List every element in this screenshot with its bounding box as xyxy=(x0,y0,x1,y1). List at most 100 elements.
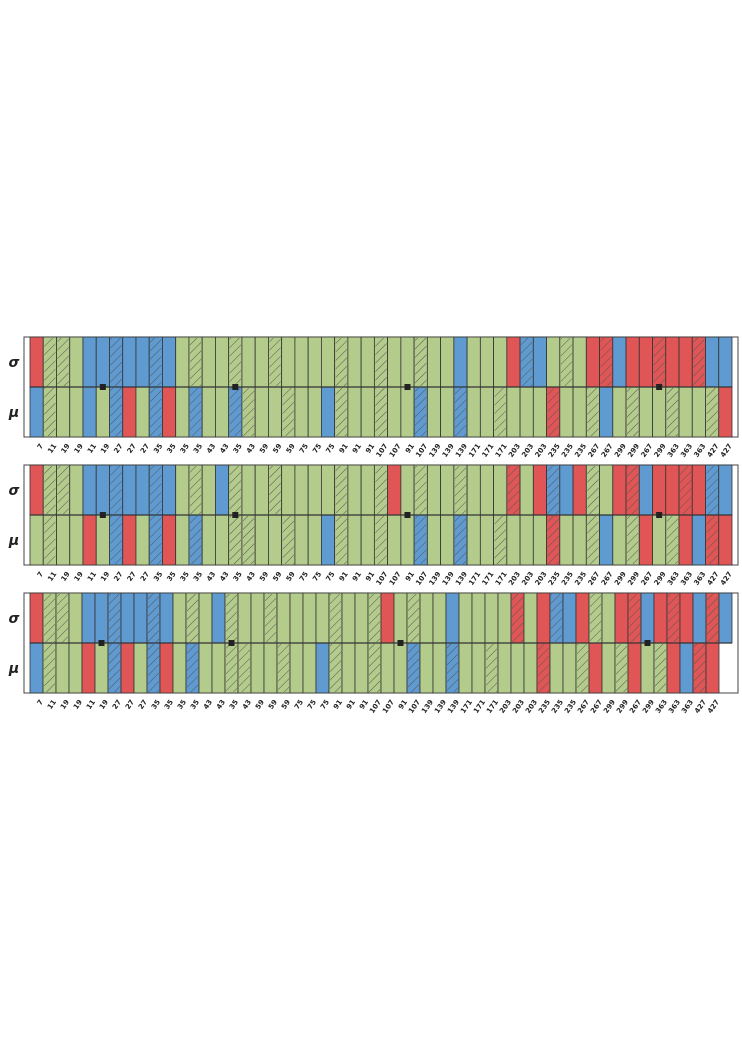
heatmap-cell-sigma-34 xyxy=(479,464,494,516)
heatmap-cell-mu-11 xyxy=(175,514,190,566)
hatch-overlay xyxy=(269,466,281,514)
x-tick-label-50: 363 xyxy=(693,570,708,587)
x-tick-label-2: 19 xyxy=(60,570,72,583)
heatmap-cell-sigma-48 xyxy=(653,592,668,644)
x-tick-label-11: 35 xyxy=(179,570,191,583)
x-tick-label-51: 427 xyxy=(706,570,721,587)
x-tick-label-41: 235 xyxy=(573,442,588,459)
heatmap-cell-mu-36 xyxy=(506,386,521,438)
heatmap-cell-mu-24 xyxy=(347,386,362,438)
hatch-overlay xyxy=(494,516,506,564)
hatch-overlay xyxy=(668,594,679,642)
hatch-overlay xyxy=(226,644,237,692)
heatmap-cell-mu-30 xyxy=(426,514,442,566)
marker-square xyxy=(656,384,663,390)
heatmap-cell-sigma-50 xyxy=(679,592,694,644)
heatmap-cell-sigma-30 xyxy=(426,336,442,388)
heatmap-cell-sigma-10 xyxy=(162,336,177,388)
heatmap-cell-sigma-8 xyxy=(135,336,150,388)
heatmap-cell-sigma-46 xyxy=(638,336,653,388)
heatmap-cell-sigma-3 xyxy=(69,464,84,516)
x-tick-label-27: 107 xyxy=(381,698,396,715)
heatmap-cell-sigma-0 xyxy=(29,336,44,388)
heatmap-cell-sigma-46 xyxy=(638,464,653,516)
heatmap-cell-mu-49 xyxy=(678,386,693,438)
heatmap-cell-mu-31 xyxy=(440,386,455,438)
x-tick-label-48: 363 xyxy=(666,570,681,587)
y-tick-label-1: μ xyxy=(8,661,19,677)
heatmap-cell-sigma-19 xyxy=(281,336,296,388)
x-tick-label-29: 107 xyxy=(414,442,429,459)
heatmap-cell-mu-41 xyxy=(572,386,587,438)
x-tick-label-17: 59 xyxy=(254,698,266,711)
x-tick-label-7: 27 xyxy=(126,442,138,455)
heatmap-cell-sigma-30 xyxy=(426,464,442,516)
heatmap-cell-sigma-52 xyxy=(718,336,733,388)
x-tick-label-51: 427 xyxy=(706,442,721,459)
x-tick-label-35: 171 xyxy=(485,698,500,715)
x-tick-label-21: 75 xyxy=(306,698,318,711)
hatch-overlay xyxy=(666,388,679,436)
heatmap-cell-mu-40 xyxy=(559,514,574,566)
x-tick-label-32: 139 xyxy=(454,570,469,587)
x-tick-label-4: 11 xyxy=(86,570,98,583)
x-tick-label-22: 75 xyxy=(324,442,336,455)
x-tick-label-30: 139 xyxy=(420,698,435,715)
heatmap-cell-sigma-44 xyxy=(601,592,616,644)
hatch-overlay xyxy=(706,388,718,436)
x-tick-label-20: 75 xyxy=(293,698,305,711)
heatmap-cell-mu-0 xyxy=(29,514,44,566)
hatch-overlay xyxy=(110,338,122,386)
heatmap-cell-sigma-27 xyxy=(387,336,402,388)
hatch-overlay xyxy=(560,338,573,386)
x-tick-label-43: 267 xyxy=(600,570,615,587)
heatmap-cell-sigma-52 xyxy=(718,464,733,516)
x-tick-label-30: 139 xyxy=(428,442,443,459)
heatmap-cell-mu-50 xyxy=(691,386,706,438)
x-tick-label-47: 299 xyxy=(653,570,668,587)
hatch-overlay xyxy=(187,644,198,692)
heatmap-cell-sigma-4 xyxy=(82,464,97,516)
x-tick-label-4: 11 xyxy=(86,442,98,455)
hatch-overlay xyxy=(282,388,294,436)
y-tick-label-0: σ xyxy=(9,483,20,499)
hatch-overlay xyxy=(242,388,255,436)
x-tick-label-33: 171 xyxy=(459,698,474,715)
x-tick-label-38: 203 xyxy=(524,698,539,715)
heatmap-cell-mu-3 xyxy=(69,514,84,566)
x-tick-label-34: 171 xyxy=(472,698,487,715)
heatmap-cell-mu-17 xyxy=(250,642,265,694)
hatch-overlay xyxy=(629,594,640,642)
hatch-overlay xyxy=(521,338,533,386)
x-tick-label-43: 267 xyxy=(600,442,615,459)
x-tick-label-31: 139 xyxy=(433,698,448,715)
heatmap-cell-mu-25 xyxy=(360,386,375,438)
x-tick-label-5: 19 xyxy=(99,442,111,455)
x-tick-label-15: 35 xyxy=(232,442,244,455)
hatch-overlay xyxy=(369,644,380,692)
hatch-overlay xyxy=(590,594,601,642)
heatmap-cell-sigma-28 xyxy=(400,336,415,388)
heatmap-cell-mu-36 xyxy=(497,642,512,694)
heatmap-cell-sigma-27 xyxy=(380,592,395,644)
x-tick-label-49: 363 xyxy=(667,698,682,715)
marker-square xyxy=(656,512,663,518)
heatmap-cell-sigma-4 xyxy=(81,592,96,644)
hatch-overlay xyxy=(335,338,347,386)
heatmap-cell-sigma-35 xyxy=(493,336,508,388)
heatmap-cell-mu-0 xyxy=(29,642,44,694)
marker-square xyxy=(99,512,106,518)
heatmap-cell-sigma-48 xyxy=(665,464,680,516)
x-tick-label-33: 171 xyxy=(467,442,482,459)
heatmap-cell-sigma-50 xyxy=(691,464,706,516)
y-tick-label-0: σ xyxy=(9,611,20,627)
x-tick-label-11: 35 xyxy=(179,442,191,455)
y-tick-label-0: σ xyxy=(9,355,20,371)
heatmap-cell-mu-18 xyxy=(268,386,283,438)
heatmap-cell-mu-8 xyxy=(135,514,150,566)
x-tick-label-15: 35 xyxy=(228,698,240,711)
x-tick-label-40: 235 xyxy=(560,570,575,587)
x-tick-label-12: 35 xyxy=(192,570,204,583)
hatch-overlay xyxy=(375,466,387,514)
hatch-overlay xyxy=(239,644,250,692)
